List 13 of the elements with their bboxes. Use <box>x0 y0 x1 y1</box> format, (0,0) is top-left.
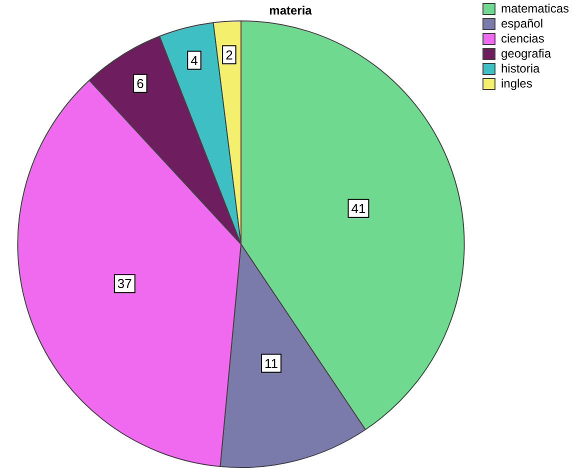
chart-title: materia <box>269 4 312 18</box>
data-label: 41 <box>351 201 366 216</box>
legend-label: ingles <box>500 76 532 90</box>
data-label: 11 <box>264 356 278 371</box>
legend-label: matematicas <box>500 1 570 16</box>
legend-label: historia <box>500 61 540 76</box>
legend-label: español <box>500 16 544 30</box>
data-label: 4 <box>190 52 198 68</box>
legend-label: geografia <box>500 46 552 60</box>
legend-label: ciencias <box>500 31 544 46</box>
data-label: 6 <box>136 76 144 91</box>
data-label: 2 <box>226 47 233 62</box>
data-label: 37 <box>117 276 132 292</box>
